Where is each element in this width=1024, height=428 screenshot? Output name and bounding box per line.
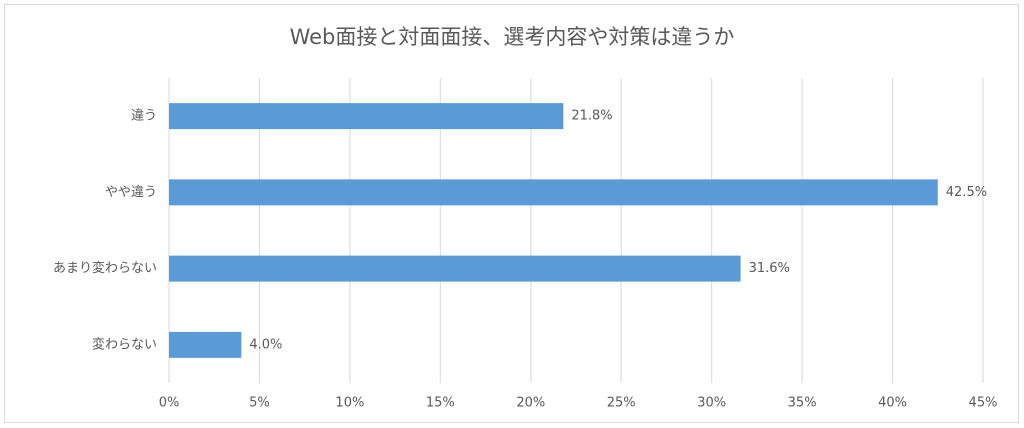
y-tick-label: あまり変わらない xyxy=(53,260,157,276)
x-tick-label: 25% xyxy=(607,396,636,411)
data-label: 31.6% xyxy=(749,261,790,276)
data-label: 21.8% xyxy=(571,109,612,124)
bar xyxy=(169,255,741,282)
bar xyxy=(169,179,938,206)
data-label: 42.5% xyxy=(946,185,987,200)
x-tick-label: 20% xyxy=(516,396,545,411)
y-tick-label: やや違う xyxy=(105,185,157,200)
x-tick-label: 15% xyxy=(426,396,455,411)
chart-border xyxy=(4,4,1019,423)
x-tick-label: 10% xyxy=(335,396,364,411)
data-label: 4.0% xyxy=(249,337,282,352)
x-tick-label: 35% xyxy=(788,396,817,411)
chart-title: Web面接と対面面接、選考内容や対策は違うか xyxy=(290,25,735,49)
y-tick-label: 変わらない xyxy=(92,336,157,352)
x-tick-label: 30% xyxy=(697,396,726,411)
y-tick-label: 違う xyxy=(131,109,157,124)
x-tick-label: 0% xyxy=(159,396,180,411)
bar xyxy=(169,103,564,130)
x-tick-label: 40% xyxy=(878,396,907,411)
x-tick-label: 45% xyxy=(969,396,998,411)
x-tick-label: 5% xyxy=(249,396,270,411)
bar xyxy=(169,331,242,358)
